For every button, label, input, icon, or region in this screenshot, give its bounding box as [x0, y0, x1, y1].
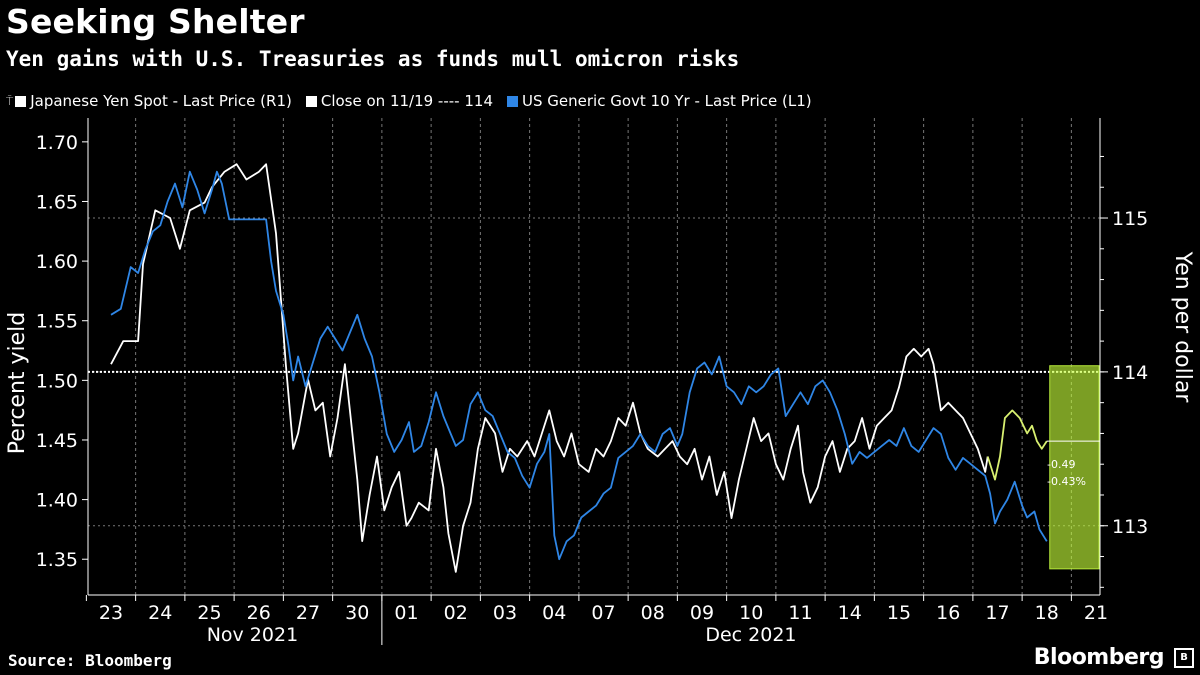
- x-tick-label: 07: [591, 602, 615, 624]
- y-tick-label-left: 1.40: [36, 490, 78, 512]
- legend: ⍑ Japanese Yen Spot - Last Price (R1) Cl…: [6, 92, 826, 110]
- x-tick-label: 09: [690, 602, 714, 624]
- x-tick-label: 27: [296, 602, 320, 624]
- x-tick-label: 14: [838, 602, 862, 624]
- y-axis-label-right: Yen per dollar: [1170, 251, 1195, 404]
- legend-label-treasury: US Generic Govt 10 Yr - Last Price (L1): [522, 92, 812, 110]
- x-tick-label: 11: [788, 602, 812, 624]
- y-tick-label-left: 1.45: [36, 430, 78, 452]
- x-tick-label: 18: [1035, 602, 1059, 624]
- y-tick-label-left: 1.50: [36, 370, 78, 392]
- source-note: Source: Bloomberg: [8, 651, 172, 670]
- legend-label-close: Close on 11/19 ---- 114: [320, 92, 493, 110]
- y-tick-label-left: 1.65: [36, 191, 78, 213]
- x-tick-label: 04: [542, 602, 566, 624]
- y-tick-label-right: 114: [1112, 362, 1148, 384]
- y-tick-label-right: 113: [1112, 516, 1148, 538]
- terminal-icon: B: [1174, 648, 1194, 668]
- x-tick-label: 23: [99, 602, 123, 624]
- legend-item-treasury: US Generic Govt 10 Yr - Last Price (L1): [507, 92, 812, 110]
- x-tick-label: 21: [1084, 602, 1108, 624]
- annotation-change-pct: -0.43%: [1047, 475, 1086, 488]
- x-tick-label: 15: [887, 602, 911, 624]
- legend-swatch-close: [305, 95, 317, 107]
- y-tick-label-right: 115: [1112, 208, 1148, 230]
- x-tick-label: 25: [197, 602, 221, 624]
- x-tick-label: 03: [493, 602, 517, 624]
- series-line-treasury-yield: [110, 170, 1048, 561]
- y-tick-label-left: 1.60: [36, 251, 78, 273]
- x-tick-label: 02: [444, 602, 468, 624]
- month-label: Dec 2021: [705, 624, 796, 646]
- x-tick-label: 30: [345, 602, 369, 624]
- y-axis-label-left: Percent yield: [5, 312, 30, 455]
- y-tick-label-left: 1.55: [36, 311, 78, 333]
- legend-item-close: Close on 11/19 ---- 114: [305, 92, 493, 110]
- series-line-yen: [110, 163, 989, 573]
- pin-icon: ⍑: [6, 93, 14, 108]
- highlight-box: [1049, 365, 1100, 570]
- x-tick-label: 10: [739, 602, 763, 624]
- chart-subtitle: Yen gains with U.S. Treasuries as funds …: [6, 47, 740, 71]
- grid: [88, 118, 1100, 595]
- x-tick-label: 01: [394, 602, 418, 624]
- y-tick-label-left: 1.70: [36, 132, 78, 154]
- chart-title: Seeking Shelter: [6, 2, 305, 41]
- axes: 1.70 1.65 1.60 1.55 1.50 1.45 1.40 1.35 115 114 11…: [36, 118, 1148, 646]
- y-tick-label-left: 1.35: [36, 549, 78, 571]
- series-line-yen-highlight: [986, 409, 1048, 481]
- x-tick-label: 24: [148, 602, 172, 624]
- legend-item-yen: ⍑ Japanese Yen Spot - Last Price (R1): [6, 92, 292, 110]
- legend-swatch-treasury: [507, 95, 518, 107]
- legend-label-yen: Japanese Yen Spot - Last Price (R1): [30, 92, 292, 110]
- annotation-change: -0.49: [1047, 458, 1075, 471]
- x-tick-label: 08: [641, 602, 665, 624]
- brand-logo: Bloomberg: [1033, 645, 1165, 670]
- x-tick-label: 17: [985, 602, 1009, 624]
- series-lines: [110, 163, 1100, 573]
- month-label: Nov 2021: [207, 624, 298, 646]
- x-tick-label: 26: [247, 602, 271, 624]
- x-tick-label: 16: [936, 602, 960, 624]
- legend-swatch-yen: [15, 95, 27, 107]
